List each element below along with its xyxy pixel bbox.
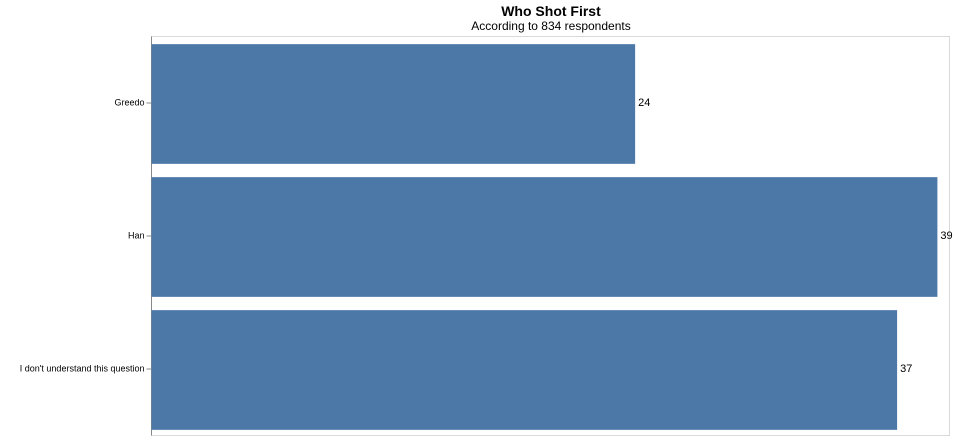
plot-area: Greedo 24 Han 39 I don't understand this que… [20, 36, 953, 436]
chart-subtitle: According to 834 respondents [471, 19, 630, 33]
y-tick-label: Greedo [114, 97, 144, 107]
y-tick-label: Han [128, 230, 145, 240]
value-label: 37 [900, 363, 912, 375]
value-label: 39 [940, 230, 952, 242]
chart-title: Who Shot First [501, 3, 601, 19]
bar [151, 310, 898, 430]
bar [151, 177, 938, 297]
y-tick-label: I don't understand this question [20, 363, 145, 373]
value-label: 24 [638, 97, 650, 109]
bar [151, 44, 636, 164]
